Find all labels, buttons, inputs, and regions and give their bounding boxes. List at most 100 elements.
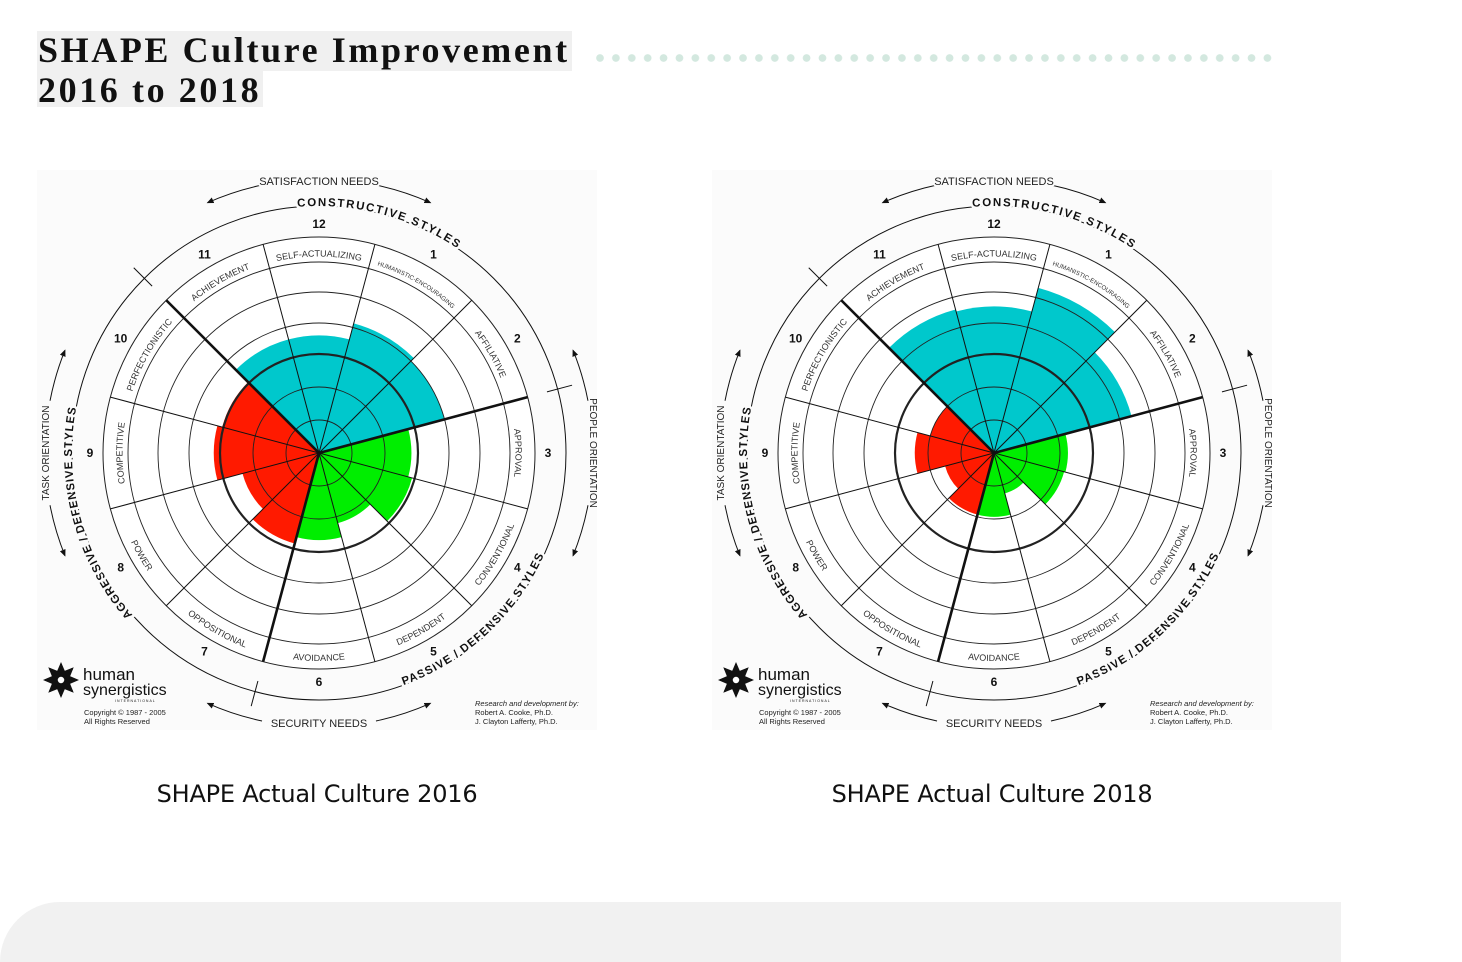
bar-sector-3 [994, 433, 1068, 473]
bar-sector-9 [213, 425, 319, 481]
spoke [318, 452, 528, 510]
copyright-text: All Rights Reserved [759, 717, 825, 726]
sector-number: 10 [789, 332, 803, 346]
spoke [993, 244, 1051, 454]
sector-number: 11 [198, 248, 211, 262]
sector-label: AVOIDANCE [293, 651, 346, 663]
sector-number: 5 [430, 644, 437, 658]
boundary-spoke [936, 452, 996, 662]
compass-star-icon [718, 662, 754, 698]
bar-sector-4 [994, 453, 1065, 505]
credits-text: Robert A. Cooke, Ph.D. [475, 708, 553, 717]
ring [127, 261, 511, 645]
sector-number: 8 [117, 561, 124, 575]
spoke [110, 396, 320, 454]
sector-label-text: AVOIDANCE [968, 651, 1021, 663]
credits-text: Robert A. Cooke, Ph.D. [1150, 708, 1228, 717]
sector-label-text: APPROVAL [512, 428, 523, 478]
ring [960, 419, 1028, 487]
ring [188, 322, 450, 584]
bar-sector-7 [252, 453, 319, 544]
sector-number: 11 [873, 248, 886, 262]
outer-arc [71, 205, 567, 701]
spoke [165, 452, 320, 607]
logo-text: human [758, 665, 810, 684]
boundary-spoke [840, 299, 995, 454]
spoke [993, 452, 1148, 607]
bar-sector-8 [242, 453, 319, 510]
sector-label-text: APPROVAL [1187, 428, 1198, 478]
page-title-line-2: 2016 to 2018 [37, 70, 264, 110]
direction-arrow [375, 184, 432, 204]
orientation-label-right: PEOPLE ORIENTATION [1262, 398, 1272, 508]
bar-sector-9 [914, 432, 994, 474]
sector-label: COMPETITIVE [114, 421, 126, 484]
boundary-tick [250, 680, 259, 707]
page-title-line-1: SHAPE Culture Improvement [37, 30, 572, 71]
label-band-outer [102, 236, 536, 670]
direction-arrow [1247, 349, 1264, 401]
bar-sector-1 [994, 287, 1115, 453]
circumplex-chart-2016: HUMANISTIC-ENCOURAGING1AFFILIATIVE2APPRO… [37, 170, 597, 730]
direction-arrow [724, 349, 741, 401]
boundary-tick [1221, 384, 1248, 393]
sector-number: 1 [430, 248, 437, 262]
sector-label: APPROVAL [512, 428, 523, 478]
credits-text: J. Clayton Lafferty, Ph.D. [475, 717, 558, 726]
sector-label: COMPETITIVE [789, 421, 801, 484]
sector-number: 5 [1105, 644, 1112, 658]
credits-text: Research and development by: [1150, 699, 1254, 708]
sector-number: 3 [545, 446, 552, 460]
compass-star-icon [43, 662, 79, 698]
boundary-spoke [318, 395, 528, 455]
sector-number: 2 [514, 332, 521, 346]
sector-number: 1 [1105, 248, 1112, 262]
sector-number: 3 [1220, 446, 1227, 460]
boundary-spoke [261, 452, 321, 662]
needs-label-bottom: SECURITY NEEDS [946, 718, 1042, 730]
direction-arrow [881, 184, 938, 204]
sector-label-text: AVOIDANCE [293, 651, 346, 663]
needs-label-top: SATISFACTION NEEDS [259, 176, 379, 188]
bar-sector-2 [994, 352, 1132, 453]
needs-label-bottom: SECURITY NEEDS [271, 718, 367, 730]
sector-label-text: SELF-ACTUALIZING [275, 248, 363, 263]
sector-label: AVOIDANCE [968, 651, 1021, 663]
spoke [840, 452, 995, 607]
bar-sector-5 [319, 453, 371, 524]
dotted-divider [596, 54, 1276, 62]
boundary-tick [546, 384, 573, 393]
copyright-text: Copyright © 1987 - 2005 [759, 708, 841, 717]
direction-arrow [881, 702, 938, 722]
orientation-label-left: TASK ORIENTATION [41, 405, 52, 500]
bar-sector-7 [948, 453, 994, 515]
bar-sector-11 [235, 339, 319, 453]
ring [252, 386, 386, 520]
spoke [937, 244, 995, 454]
logo-text: synergistics [83, 682, 167, 699]
boundary-tick [925, 680, 934, 707]
direction-arrow [206, 702, 263, 722]
direction-arrow [724, 505, 741, 557]
spoke [110, 452, 320, 510]
orientation-label-left: TASK ORIENTATION [716, 405, 727, 500]
bar-sector-11 [888, 309, 994, 453]
bottom-panel [0, 902, 1341, 962]
sector-number: 7 [876, 644, 883, 658]
spoke [318, 299, 473, 454]
logo-text: human [83, 665, 135, 684]
sector-number: 7 [201, 644, 208, 658]
sector-label: SELF-ACTUALIZING [275, 248, 363, 263]
bar-sector-10 [930, 406, 994, 453]
spoke [993, 299, 1148, 454]
copyright-text: Copyright © 1987 - 2005 [84, 708, 166, 717]
sector-label-text: COMPETITIVE [789, 421, 801, 484]
sector-number: 2 [1189, 332, 1196, 346]
copyright-text: All Rights Reserved [84, 717, 150, 726]
direction-arrow [206, 184, 263, 204]
direction-arrow [49, 505, 66, 557]
sector-number: 4 [514, 561, 521, 575]
sector-number: 12 [987, 217, 1001, 231]
bar-sector-5 [994, 453, 1024, 494]
direction-arrow [49, 349, 66, 401]
